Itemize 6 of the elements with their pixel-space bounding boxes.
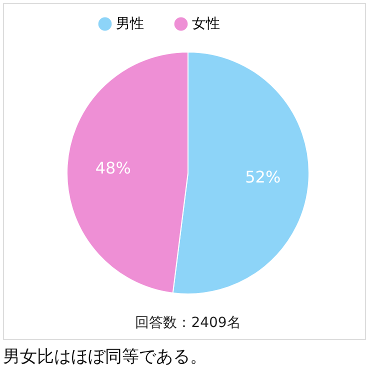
text: 男女比はほぼ同等である。 <box>3 347 207 367</box>
data-label: 48% <box>95 158 131 178</box>
text: 回答数：2409名 <box>135 315 241 331</box>
legend-label: 女性 <box>192 16 220 32</box>
data-label: 52% <box>245 168 281 187</box>
legend-label: 男性 <box>116 16 144 32</box>
